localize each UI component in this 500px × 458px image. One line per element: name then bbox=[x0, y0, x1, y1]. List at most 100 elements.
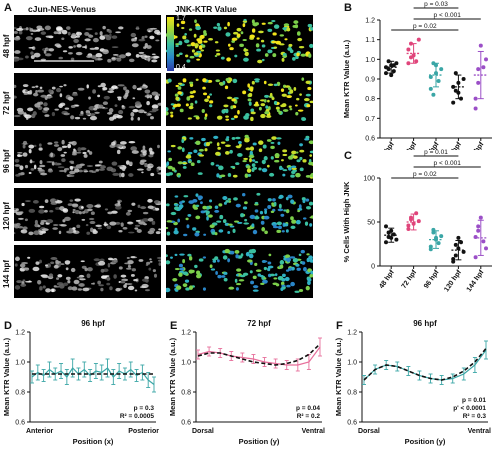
cell-marker bbox=[222, 218, 227, 223]
cell-marker bbox=[194, 19, 197, 24]
cell-nucleus bbox=[22, 152, 28, 157]
cell-nucleus bbox=[119, 141, 127, 145]
cell-marker bbox=[173, 205, 180, 210]
cell-marker bbox=[286, 94, 292, 98]
cell-marker bbox=[170, 113, 174, 118]
data-point bbox=[439, 234, 444, 239]
cell-nucleus bbox=[30, 32, 34, 35]
y-tick-label: 0.6 bbox=[181, 420, 191, 427]
cell-nucleus bbox=[32, 110, 37, 116]
data-line bbox=[197, 346, 321, 366]
cell-marker bbox=[197, 172, 203, 175]
cell-marker bbox=[258, 30, 264, 34]
y-tick-label: 1.1 bbox=[365, 37, 375, 44]
cell-nucleus bbox=[75, 164, 83, 169]
fit-line bbox=[197, 343, 321, 366]
cell-marker bbox=[237, 140, 242, 145]
cell-marker bbox=[174, 194, 179, 198]
cell-nucleus bbox=[148, 147, 153, 153]
cell-marker bbox=[216, 22, 221, 27]
cell-marker bbox=[195, 115, 200, 120]
cell-marker bbox=[307, 23, 313, 28]
cell-nucleus bbox=[128, 173, 134, 177]
y-tick-label: 0.8 bbox=[347, 390, 357, 397]
cell-marker bbox=[307, 86, 312, 90]
cell-nucleus bbox=[136, 87, 142, 90]
cell-marker bbox=[299, 167, 304, 172]
data-point bbox=[409, 55, 413, 60]
data-point bbox=[473, 106, 478, 111]
cell-nucleus bbox=[128, 231, 135, 233]
cell-marker bbox=[200, 49, 204, 52]
cell-marker bbox=[180, 20, 186, 25]
cell-marker bbox=[262, 144, 267, 149]
cell-nucleus bbox=[15, 174, 21, 177]
cell-marker bbox=[282, 153, 288, 157]
cell-nucleus bbox=[118, 172, 122, 178]
cell-nucleus bbox=[87, 207, 93, 211]
cell-marker bbox=[257, 273, 261, 277]
cell-marker bbox=[273, 277, 278, 280]
row-label: 120 hpf bbox=[2, 201, 11, 230]
cell-marker bbox=[166, 287, 171, 293]
cell-marker bbox=[204, 98, 210, 102]
cell-marker bbox=[251, 159, 256, 162]
cell-nucleus bbox=[120, 274, 127, 278]
cell-marker bbox=[231, 136, 236, 140]
cell-nucleus bbox=[55, 206, 61, 210]
cell-nucleus bbox=[24, 113, 32, 118]
cell-marker bbox=[269, 92, 273, 97]
cell-nucleus bbox=[31, 85, 36, 88]
cell-marker bbox=[290, 281, 295, 287]
cell-marker bbox=[308, 53, 312, 58]
cell-nucleus bbox=[107, 262, 111, 268]
cell-marker bbox=[281, 93, 287, 97]
cell-nucleus bbox=[122, 226, 128, 230]
cell-marker bbox=[197, 194, 203, 200]
cell-nucleus bbox=[141, 171, 144, 174]
cell-marker bbox=[186, 95, 191, 101]
cell-nucleus bbox=[67, 143, 72, 149]
cell-nucleus bbox=[130, 116, 134, 121]
cell-nucleus bbox=[98, 168, 105, 171]
cell-nucleus bbox=[28, 144, 35, 149]
cell-nucleus bbox=[70, 267, 76, 273]
panel-a-header-right: JNK-KTR Value bbox=[175, 4, 237, 14]
cell-marker bbox=[224, 248, 230, 254]
cell-marker bbox=[254, 208, 259, 213]
cell-marker bbox=[260, 102, 266, 106]
cell-nucleus bbox=[39, 286, 43, 291]
data-point bbox=[414, 59, 419, 64]
cell-nucleus bbox=[154, 29, 161, 35]
cell-marker bbox=[235, 273, 239, 277]
cell-marker bbox=[258, 148, 263, 153]
cell-marker bbox=[284, 254, 291, 259]
cell-marker bbox=[309, 273, 313, 278]
cell-nucleus bbox=[97, 94, 101, 97]
data-point bbox=[406, 223, 411, 228]
cell-nucleus bbox=[149, 260, 153, 263]
cell-nucleus bbox=[16, 27, 24, 32]
cell-nucleus bbox=[117, 165, 124, 167]
cell-marker bbox=[261, 226, 266, 232]
cell-marker bbox=[175, 45, 179, 48]
cell-marker bbox=[249, 214, 256, 219]
cell-nucleus bbox=[104, 207, 109, 210]
cell-marker bbox=[283, 208, 287, 212]
cell-nucleus bbox=[51, 86, 56, 89]
cell-marker bbox=[168, 157, 173, 162]
cell-marker bbox=[227, 223, 233, 226]
cell-nucleus bbox=[86, 203, 94, 208]
cell-nucleus bbox=[102, 49, 109, 55]
cell-nucleus bbox=[123, 94, 128, 99]
cell-nucleus bbox=[130, 32, 137, 38]
significance-label: p < 0.001 bbox=[434, 12, 462, 19]
stat-label: R² = 0.2 bbox=[297, 413, 321, 420]
cell-marker bbox=[181, 138, 185, 144]
cell-nucleus bbox=[82, 117, 87, 120]
cell-marker bbox=[196, 160, 201, 164]
cell-marker bbox=[252, 229, 258, 234]
cell-nucleus bbox=[151, 59, 158, 63]
cell-nucleus bbox=[64, 107, 70, 110]
cell-nucleus bbox=[130, 146, 138, 151]
